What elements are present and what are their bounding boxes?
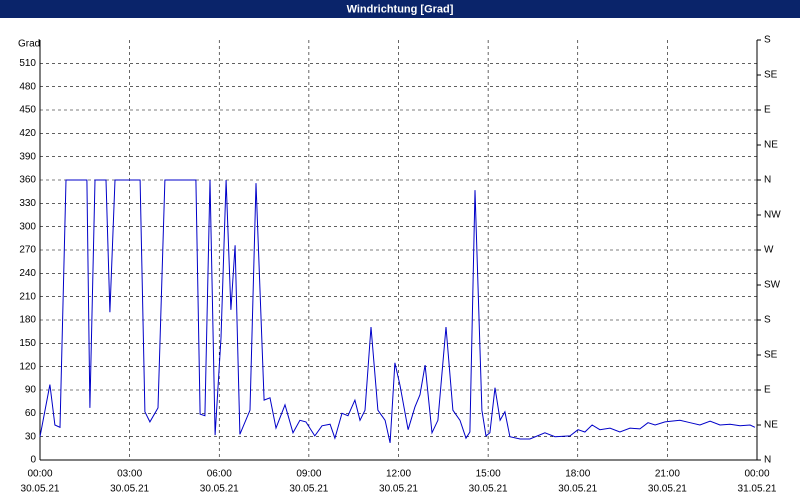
y-tick-label: 240 <box>19 268 36 279</box>
y-tick-label: 60 <box>25 408 37 419</box>
x-tick-label: 00:00 <box>744 469 769 480</box>
y2-tick-label: NE <box>764 140 778 151</box>
chart-title: Windrichtung [Grad] <box>347 3 454 15</box>
y2-tick-label: E <box>764 385 771 396</box>
title-bar <box>0 0 800 18</box>
y-tick-label: 480 <box>19 81 36 92</box>
x-tick-date: 30.05.21 <box>200 484 239 495</box>
y2-tick-label: W <box>764 245 774 256</box>
x-tick-date: 30.05.21 <box>110 484 149 495</box>
x-tick-label: 21:00 <box>655 469 680 480</box>
x-tick-date: 30.05.21 <box>379 484 418 495</box>
x-tick-label: 03:00 <box>117 469 142 480</box>
y2-tick-label: E <box>764 105 771 116</box>
x-tick-label: 18:00 <box>565 469 590 480</box>
y-tick-label: 360 <box>19 175 36 186</box>
y-tick-label: 210 <box>19 291 36 302</box>
data-line <box>39 179 756 444</box>
x-tick-label: 06:00 <box>207 469 232 480</box>
y-tick-label: 390 <box>19 151 36 162</box>
y2-tick-label: SE <box>764 70 778 81</box>
x-tick-label: 12:00 <box>386 469 411 480</box>
x-tick-date: 30.05.21 <box>289 484 328 495</box>
y2-tick-label: SE <box>764 350 778 361</box>
y-tick-label: 0 <box>30 455 36 466</box>
x-tick-date: 30.05.21 <box>469 484 508 495</box>
y-tick-label: 90 <box>25 385 37 396</box>
y2-tick-label: S <box>764 315 771 326</box>
x-tick-date: 30.05.21 <box>558 484 597 495</box>
y2-tick-label: SW <box>764 280 781 291</box>
y-tick-label: 180 <box>19 315 36 326</box>
y-tick-label: 450 <box>19 105 36 116</box>
y2-tick-label: S <box>764 35 771 46</box>
y-tick-label: 300 <box>19 221 36 232</box>
x-tick-date: 30.05.21 <box>648 484 687 495</box>
y-tick-label: 420 <box>19 128 36 139</box>
y2-tick-label: NW <box>764 210 781 221</box>
y-tick-label: 330 <box>19 198 36 209</box>
y-tick-label: 510 <box>19 58 36 69</box>
x-tick-label: 15:00 <box>476 469 501 480</box>
y-tick-label: 270 <box>19 245 36 256</box>
y2-tick-label: N <box>764 455 771 466</box>
y2-tick-label: NE <box>764 420 778 431</box>
x-tick-label: 09:00 <box>296 469 321 480</box>
y-tick-label: 30 <box>25 431 37 442</box>
y-axis-label: Grad <box>18 39 40 50</box>
x-tick-label: 00:00 <box>27 469 52 480</box>
x-tick-date: 30.05.21 <box>21 484 60 495</box>
y2-tick-label: N <box>764 175 771 186</box>
y-tick-label: 150 <box>19 338 36 349</box>
y-tick-label: 120 <box>19 361 36 372</box>
x-tick-date: 31.05.21 <box>738 484 777 495</box>
